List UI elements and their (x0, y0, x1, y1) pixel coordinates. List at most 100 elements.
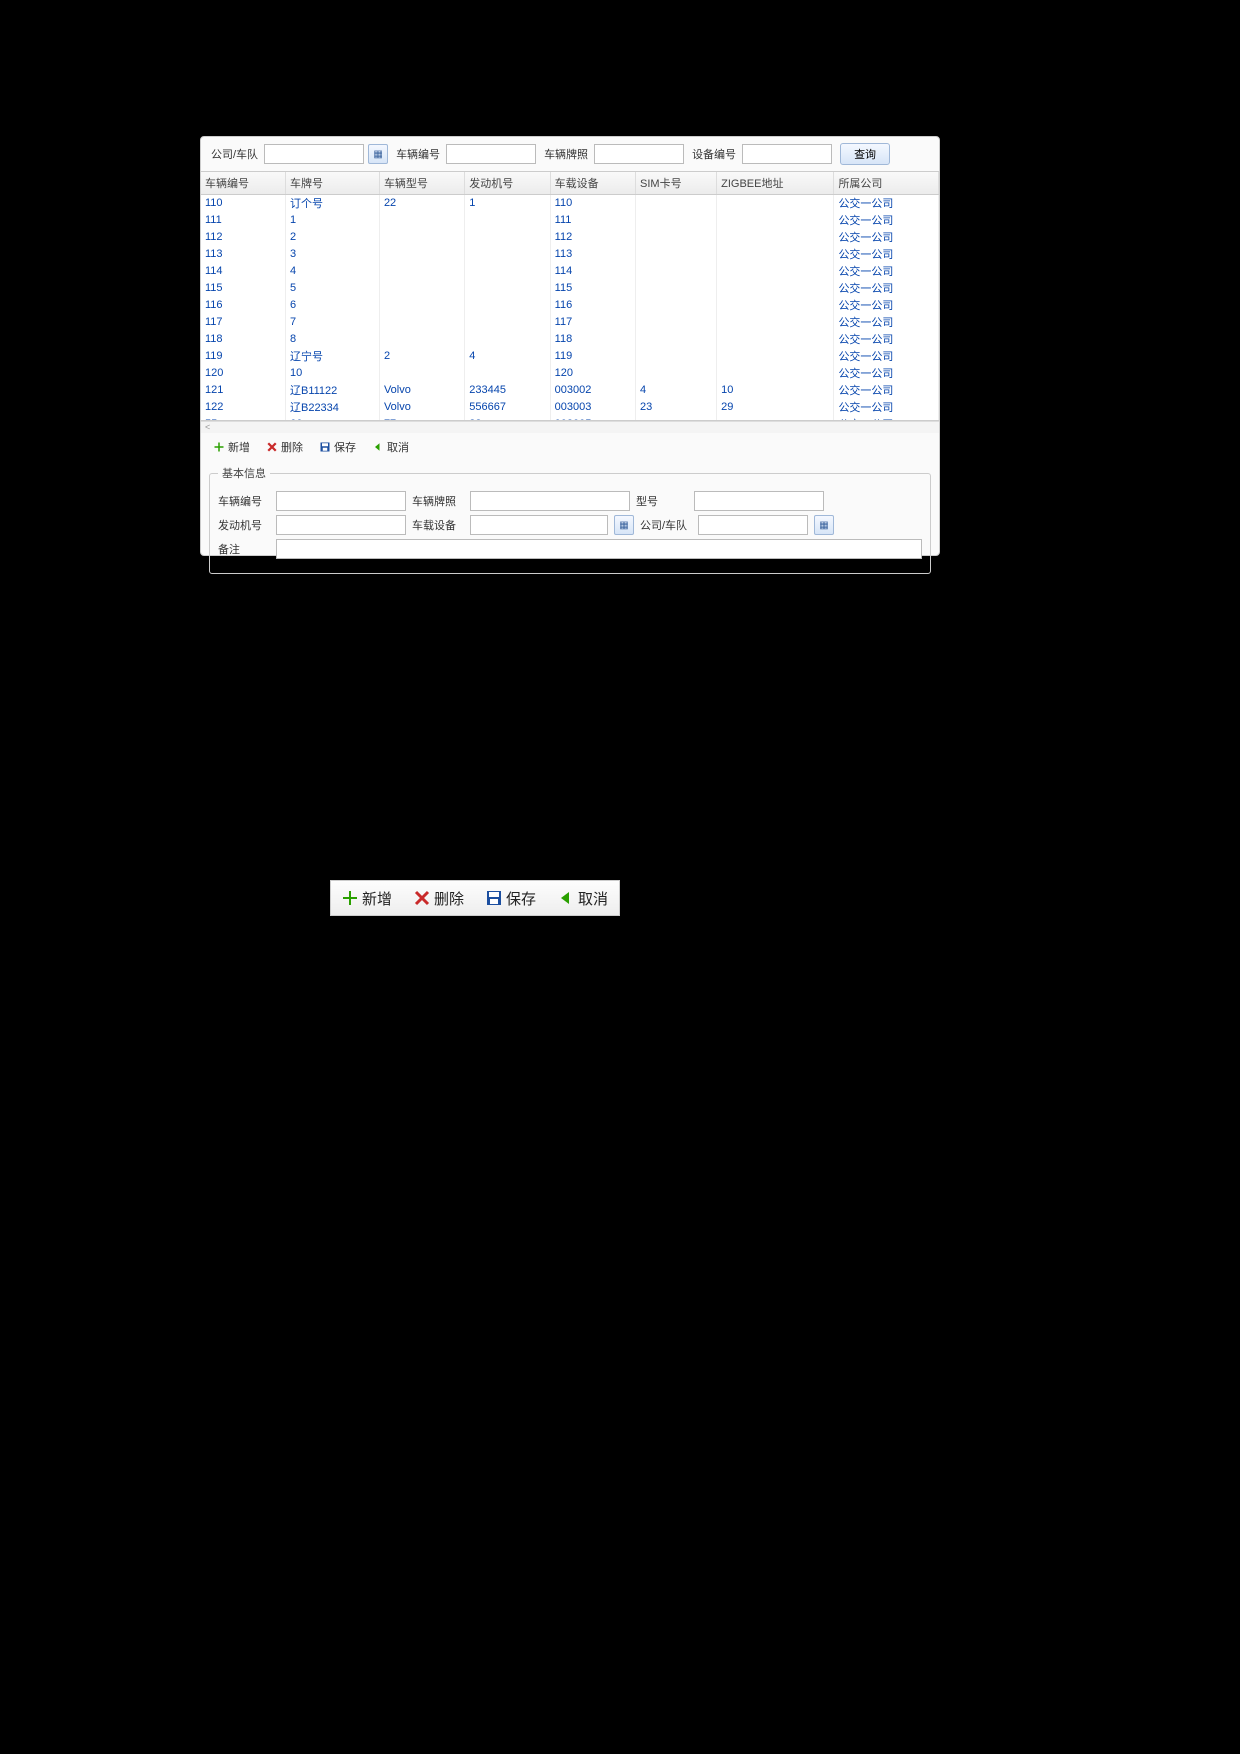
cell (636, 296, 717, 313)
cell: 1 (285, 211, 379, 228)
table-row[interactable]: 1166116公交一公司 (201, 296, 939, 313)
scroll-bar[interactable]: < (201, 421, 939, 433)
cell (636, 245, 717, 262)
form-plate-input[interactable] (470, 491, 630, 511)
cell: 111 (550, 211, 635, 228)
table-row[interactable]: 1155115公交一公司 (201, 279, 939, 296)
fieldset-legend: 基本信息 (218, 465, 270, 481)
form-model-input[interactable] (694, 491, 824, 511)
cell (465, 279, 550, 296)
table-row[interactable]: 1111111公交一公司 (201, 211, 939, 228)
cell: 公交一公司 (834, 296, 939, 313)
col-header[interactable]: ZIGBEE地址 (717, 172, 834, 194)
form-engine-label: 发动机号 (218, 517, 270, 533)
cell: 112 (550, 228, 635, 245)
table-row[interactable]: 1122112公交一公司 (201, 228, 939, 245)
cell (717, 330, 834, 347)
form-remark-input[interactable] (276, 539, 922, 559)
cell (636, 194, 717, 211)
cell: 4 (636, 381, 717, 398)
cell (379, 330, 464, 347)
cell: 22 (379, 194, 464, 211)
cell: 111 (201, 211, 285, 228)
col-header[interactable]: 车载设备 (550, 172, 635, 194)
cell: 29 (717, 398, 834, 415)
save-icon (319, 441, 331, 453)
table-row[interactable]: 121辽B11122Volvo233445003002410公交一公司 (201, 381, 939, 398)
company-input[interactable] (264, 144, 364, 164)
back-icon (558, 890, 574, 906)
cell (636, 313, 717, 330)
cell: 112 (201, 228, 285, 245)
cell (465, 245, 550, 262)
company2-picker-icon[interactable]: ▦ (814, 515, 834, 535)
col-header[interactable]: 车辆型号 (379, 172, 464, 194)
table-row[interactable]: 12010120公交一公司 (201, 364, 939, 381)
table-row[interactable]: 119辽宁号24119公交一公司 (201, 347, 939, 364)
big-save-button[interactable]: 保存 (480, 885, 542, 912)
cell: 辽B11122 (285, 381, 379, 398)
back-icon (372, 441, 384, 453)
company-label: 公司/车队 (211, 146, 258, 162)
cell: 公交一公司 (834, 245, 939, 262)
company-picker-icon[interactable]: ▦ (368, 144, 388, 164)
big-add-button[interactable]: 新增 (336, 885, 398, 912)
plus-icon (213, 441, 225, 453)
plate-input[interactable] (594, 144, 684, 164)
big-delete-button[interactable]: 删除 (408, 885, 470, 912)
cell: 556667 (465, 398, 550, 415)
cell (717, 279, 834, 296)
form-device-input[interactable] (470, 515, 608, 535)
form-vehcode-input[interactable] (276, 491, 406, 511)
col-header[interactable]: SIM卡号 (636, 172, 717, 194)
cell: 公交一公司 (834, 347, 939, 364)
cell: 4 (285, 262, 379, 279)
cell: 121 (201, 381, 285, 398)
form-device-label: 车载设备 (412, 517, 464, 533)
cell: 118 (550, 330, 635, 347)
cell (717, 211, 834, 228)
cell: 5 (285, 279, 379, 296)
cell: 公交一公司 (834, 279, 939, 296)
col-header[interactable]: 车牌号 (285, 172, 379, 194)
cell (636, 347, 717, 364)
x-icon (414, 890, 430, 906)
cell (636, 279, 717, 296)
device-picker-icon[interactable]: ▦ (614, 515, 634, 535)
cell (717, 364, 834, 381)
query-button[interactable]: 查询 (840, 143, 890, 165)
table-row[interactable]: 122辽B22334Volvo5566670030032329公交一公司 (201, 398, 939, 415)
device-label: 设备编号 (692, 146, 736, 162)
col-header[interactable]: 车辆编号 (201, 172, 285, 194)
table-row[interactable]: 1144114公交一公司 (201, 262, 939, 279)
device-input[interactable] (742, 144, 832, 164)
form-engine-input[interactable] (276, 515, 406, 535)
cell (717, 194, 834, 211)
cell: 10 (285, 364, 379, 381)
cell: 003005 (550, 415, 635, 421)
table-row[interactable]: 1133113公交一公司 (201, 245, 939, 262)
cell: 辽B22334 (285, 398, 379, 415)
table-row[interactable]: 110订个号221110公交一公司 (201, 194, 939, 211)
cell: 120 (201, 364, 285, 381)
table-row[interactable]: 1188118公交一公司 (201, 330, 939, 347)
toolbar-big: 新增 删除 保存 取消 (330, 880, 620, 916)
big-cancel-button[interactable]: 取消 (552, 885, 614, 912)
search-bar: 公司/车队 ▦ 车辆编号 车辆牌照 设备编号 查询 (201, 137, 939, 171)
table-row[interactable]: 1177117公交一公司 (201, 313, 939, 330)
vehcode-input[interactable] (446, 144, 536, 164)
cell: 116 (201, 296, 285, 313)
col-header[interactable]: 所属公司 (834, 172, 939, 194)
cell (717, 296, 834, 313)
save-button[interactable]: 保存 (315, 437, 360, 457)
cancel-button[interactable]: 取消 (368, 437, 413, 457)
form-company-input[interactable] (698, 515, 808, 535)
toolbar-small: 新增 删除 保存 取消 (201, 433, 939, 461)
add-button[interactable]: 新增 (209, 437, 254, 457)
table-row[interactable]: 55667788003005公交一公司 (201, 415, 939, 421)
col-header[interactable]: 发动机号 (465, 172, 550, 194)
delete-button[interactable]: 删除 (262, 437, 307, 457)
cell: 6 (285, 296, 379, 313)
cell: Volvo (379, 398, 464, 415)
cell: 公交一公司 (834, 313, 939, 330)
